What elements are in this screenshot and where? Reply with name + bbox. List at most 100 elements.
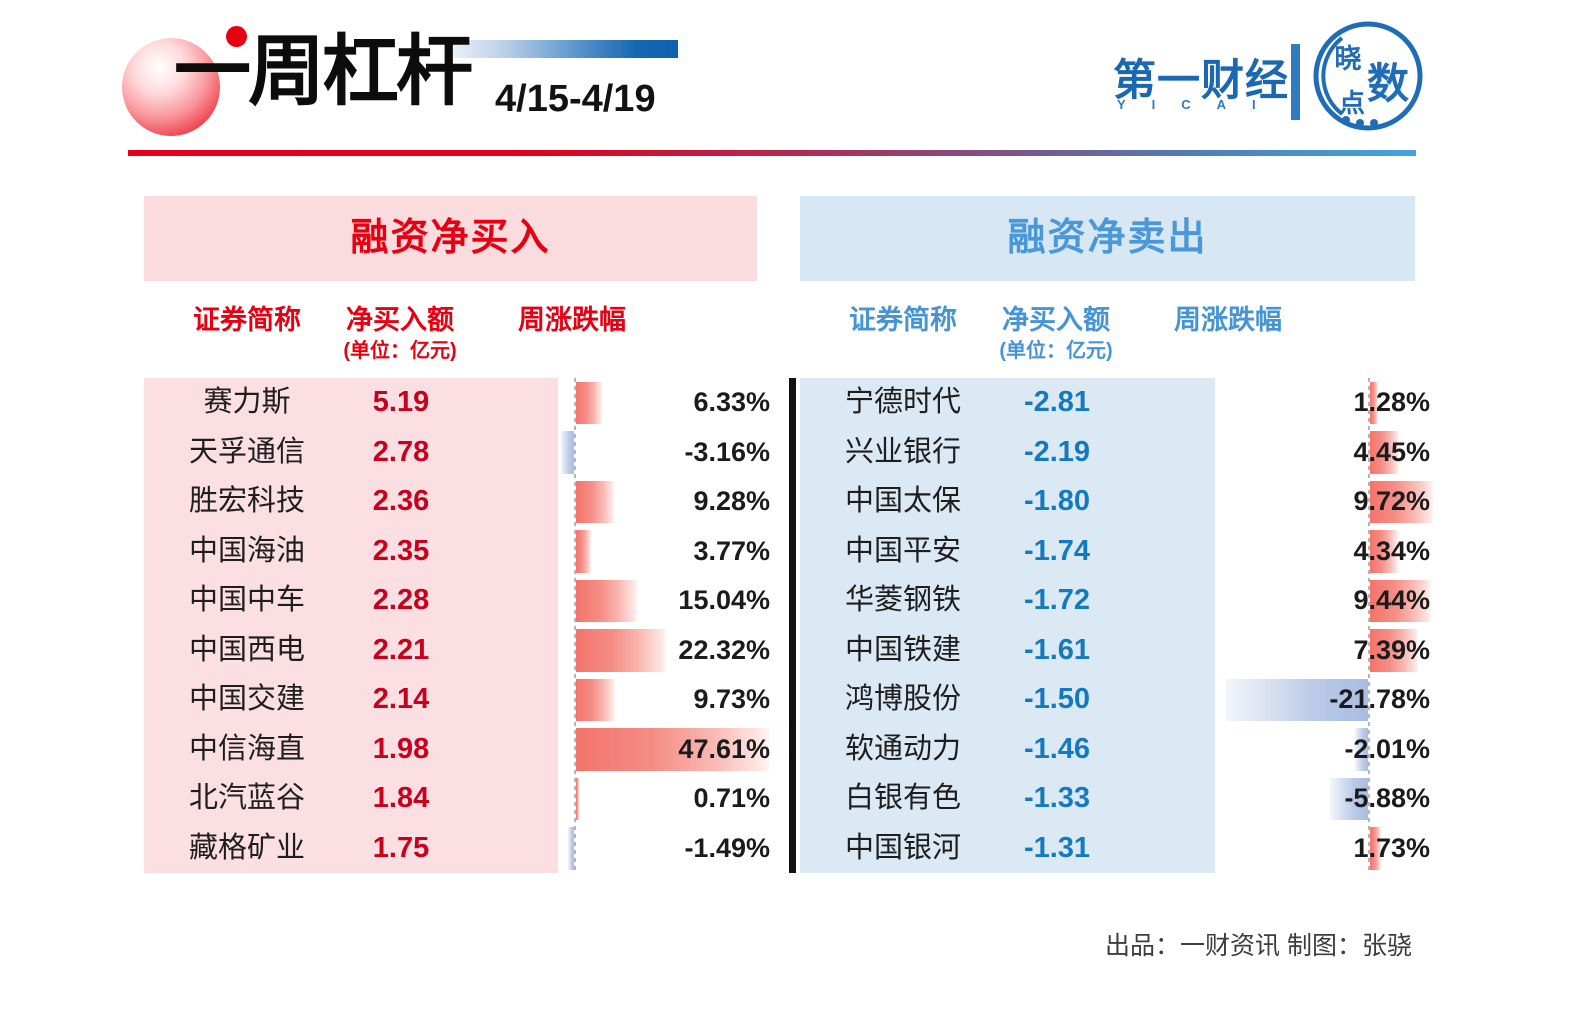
weekly-change-label: 7.39%: [1353, 634, 1430, 665]
col-header-stock-name-right: 证券简称: [849, 305, 957, 335]
table-row: 中国平安 -1.74: [800, 527, 1215, 577]
weekly-change-bar: [576, 381, 602, 424]
table-row: 北汽蓝谷 1.84: [144, 774, 558, 824]
table-row: 赛力斯 5.19: [144, 378, 558, 428]
net-amount-value: 2.14: [372, 683, 430, 715]
unit-note-right: (单位：亿元): [999, 340, 1113, 362]
weekly-change-bar: [1370, 381, 1378, 424]
weekly-change-bar: [576, 728, 769, 771]
stock-name: 中信海直: [188, 732, 305, 765]
weekly-change-bar: [576, 480, 614, 523]
table-row: 天孚通信 2.78: [144, 428, 558, 478]
credit-line: 出品：一财资讯 制图：张骁: [1105, 932, 1412, 960]
net-amount-value: -1.61: [1023, 633, 1091, 666]
panel-title-net-sell: 融资净卖出: [800, 196, 1415, 281]
pct-labels-left: 6.33% -3.16% 9.28% 3.77% 15.04% 22.32% 9.73% 47…: [0, 378, 770, 873]
bar-baseline-left: [574, 378, 576, 873]
weekly-change-label: 22.32%: [678, 634, 770, 665]
col-header-net-amount-left: 净买入额: [346, 305, 454, 335]
svg-text:数: 数: [1367, 60, 1409, 107]
weekly-change-label: -1.49%: [684, 832, 770, 863]
weekly-change-label: 0.71%: [693, 783, 770, 813]
table-row: 中国交建 2.14: [144, 675, 558, 725]
table-row: 软通动力 -1.46: [800, 725, 1215, 775]
brand-latin: YICAI: [1117, 97, 1282, 112]
net-amount-value: 1.84: [372, 782, 430, 814]
weekly-change-bar: [1370, 431, 1399, 474]
red-ball-logo-icon: [122, 38, 220, 136]
net-amount-value: 2.78: [372, 435, 430, 468]
net-amount-value: -1.50: [1023, 683, 1091, 715]
weekly-change-bar: [1330, 777, 1368, 820]
table-row: 中信海直 1.98: [144, 725, 558, 775]
weekly-change-label: 3.77%: [693, 535, 770, 566]
weekly-change-bar: [1370, 480, 1433, 523]
stock-name: 鸿博股份: [844, 683, 961, 715]
date-range: 4/15-4/19: [495, 78, 656, 120]
weekly-change-label: 15.04%: [678, 585, 770, 615]
net-amount-value: 2.21: [372, 633, 430, 666]
net-amount-value: -1.31: [1023, 831, 1091, 864]
net-amount-value: 5.19: [372, 386, 430, 418]
weekly-change-bar: [576, 530, 591, 573]
col-header-net-amount-right: 净买入额: [1002, 305, 1110, 335]
weekly-change-bar: [576, 579, 637, 622]
net-amount-value: -1.74: [1023, 534, 1091, 567]
weekly-change-bar: [576, 777, 579, 820]
table-row: 藏格矿业 1.75: [144, 824, 558, 874]
weekly-change-label: -5.88%: [1344, 783, 1430, 813]
net-amount-value: 2.36: [372, 485, 430, 517]
stock-name: 宁德时代: [844, 386, 961, 418]
table-row: 鸿博股份 -1.50: [800, 675, 1215, 725]
stock-name: 中国银河: [844, 831, 961, 864]
net-amount-value: 2.28: [372, 584, 430, 616]
unit-note-left: (单位：亿元): [343, 340, 457, 362]
stock-name: 天孚通信: [188, 435, 305, 468]
weekly-change-label: 1.28%: [1353, 387, 1430, 417]
weekly-change-label: 6.33%: [693, 387, 770, 417]
stock-name: 中国平安: [844, 534, 961, 567]
weekly-change-label: -2.01%: [1344, 733, 1430, 764]
weekly-change-label: -21.78%: [1329, 684, 1430, 714]
table-row: 白银有色 -1.33: [800, 774, 1215, 824]
svg-text:晓: 晓: [1335, 44, 1362, 74]
red-dot-icon: [226, 26, 247, 47]
weekly-change-label: 9.72%: [1353, 486, 1430, 516]
weekly-change-label: 9.44%: [1353, 585, 1430, 615]
stock-name: 中国海油: [188, 534, 305, 567]
table-row: 中国中车 2.28: [144, 576, 558, 626]
stock-name: 中国西电: [188, 633, 305, 666]
panel-divider: [789, 378, 796, 873]
stock-name: 中国太保: [844, 485, 961, 517]
stock-name: 中国交建: [188, 683, 305, 715]
col-header-stock-name-left: 证券简称: [193, 305, 301, 335]
table-row: 中国西电 2.21: [144, 626, 558, 676]
net-amount-value: -1.33: [1023, 782, 1091, 814]
weekly-change-label: -3.16%: [684, 436, 770, 467]
page-title: 一周杠杆: [174, 29, 473, 115]
net-amount-value: -1.80: [1023, 485, 1091, 517]
title-blue-swoosh: [448, 40, 678, 58]
stock-name: 藏格矿业: [188, 831, 305, 864]
net-amount-value: -1.72: [1023, 584, 1091, 616]
weekly-change-label: 9.28%: [693, 486, 770, 516]
xiaoshudian-badge-icon: 晓 数 点: [1313, 21, 1423, 131]
weekly-change-bar: [1370, 827, 1381, 870]
stock-name: 软通动力: [844, 732, 961, 765]
table-row: 中国银河 -1.31: [800, 824, 1215, 874]
stock-name: 中国中车: [188, 584, 305, 616]
weekly-change-bar: [1370, 530, 1398, 573]
pct-labels-right: 1.28% 4.45% 9.72% 4.34% 9.44% 7.39% -21.78% -2.…: [0, 378, 1430, 873]
panel-title-net-buy: 融资净买入: [144, 196, 757, 281]
stock-name: 白银有色: [844, 782, 961, 814]
stock-name: 中国铁建: [844, 633, 961, 666]
weekly-change-label: 47.61%: [678, 733, 770, 764]
weekly-change-label: 4.45%: [1353, 436, 1430, 467]
weekly-change-label: 1.73%: [1353, 832, 1430, 863]
table-row: 中国海油 2.35: [144, 527, 558, 577]
table-row: 中国铁建 -1.61: [800, 626, 1215, 676]
brand-divider: [1291, 44, 1300, 120]
stock-name: 赛力斯: [203, 386, 291, 418]
table-row: 兴业银行 -2.19: [800, 428, 1215, 478]
